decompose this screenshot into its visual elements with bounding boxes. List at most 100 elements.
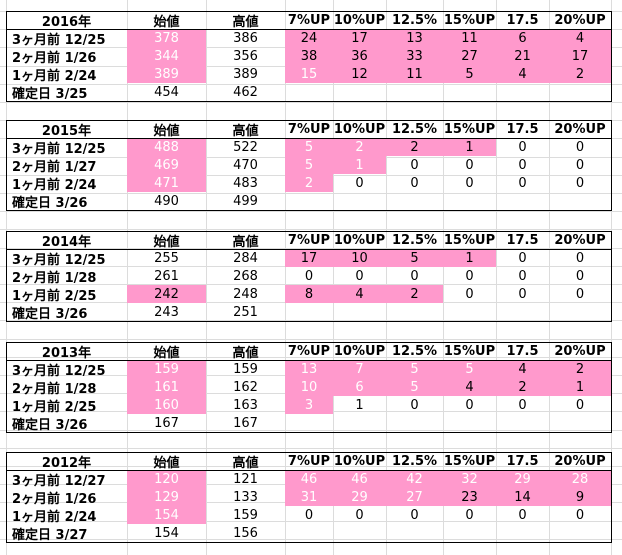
value-cell[interactable]: 0 xyxy=(410,397,419,413)
value-cell[interactable]: 462 xyxy=(233,84,258,100)
value-cell[interactable]: 33 xyxy=(386,47,443,65)
value-cell[interactable]: 129 xyxy=(127,488,206,506)
value-cell[interactable]: 2 xyxy=(549,65,611,83)
value-cell[interactable]: 0 xyxy=(518,268,527,284)
value-cell[interactable] xyxy=(386,83,443,101)
value-cell[interactable]: 0 xyxy=(465,286,474,302)
column-header[interactable]: 20%UP xyxy=(554,453,606,469)
value-cell[interactable]: 27 xyxy=(443,47,496,65)
value-cell[interactable]: 42 xyxy=(386,470,443,488)
value-cell[interactable] xyxy=(496,303,549,321)
value-cell[interactable]: 2 xyxy=(333,138,386,156)
value-cell[interactable]: 389 xyxy=(233,66,258,82)
value-cell[interactable]: 0 xyxy=(575,157,585,173)
value-cell[interactable]: 23 xyxy=(443,488,496,506)
year-label[interactable]: 2014年 xyxy=(41,234,92,250)
value-cell[interactable]: 4 xyxy=(333,285,386,303)
value-cell[interactable]: 471 xyxy=(127,174,206,192)
value-cell[interactable]: 2 xyxy=(549,360,611,378)
value-cell[interactable]: 27 xyxy=(386,488,443,506)
value-cell[interactable]: 28 xyxy=(549,470,611,488)
column-header[interactable]: 10%UP xyxy=(333,12,386,28)
value-cell[interactable]: 0 xyxy=(410,175,419,191)
value-cell[interactable]: 4 xyxy=(496,65,549,83)
value-cell[interactable]: 251 xyxy=(233,304,258,320)
value-cell[interactable]: 0 xyxy=(575,175,585,191)
value-cell[interactable]: 4 xyxy=(549,29,611,47)
column-header[interactable]: 10%UP xyxy=(333,343,386,359)
value-cell[interactable]: 386 xyxy=(233,30,258,46)
value-cell[interactable]: 389 xyxy=(127,65,206,83)
value-cell[interactable]: 10 xyxy=(285,378,333,396)
value-cell[interactable]: 0 xyxy=(355,507,364,523)
value-cell[interactable] xyxy=(386,303,443,321)
column-header[interactable]: 17.5 xyxy=(506,12,539,28)
value-cell[interactable]: 470 xyxy=(233,157,258,173)
value-cell[interactable]: 161 xyxy=(127,378,206,396)
value-cell[interactable]: 120 xyxy=(127,470,206,488)
value-cell[interactable]: 46 xyxy=(333,470,386,488)
column-header[interactable]: 始値 xyxy=(153,345,180,361)
value-cell[interactable]: 46 xyxy=(285,470,333,488)
value-cell[interactable]: 522 xyxy=(233,139,258,155)
column-header[interactable]: 12.5% xyxy=(391,343,438,359)
value-cell[interactable]: 0 xyxy=(304,268,314,284)
column-header[interactable]: 7%UP xyxy=(287,12,331,28)
value-cell[interactable] xyxy=(333,192,386,210)
value-cell[interactable]: 483 xyxy=(233,175,258,191)
row-label[interactable]: 2ヶ月前 1/28 xyxy=(12,381,97,397)
value-cell[interactable]: 160 xyxy=(127,396,206,414)
value-cell[interactable] xyxy=(285,192,333,210)
column-header[interactable]: 17.5 xyxy=(506,453,539,469)
column-header[interactable]: 7%UP xyxy=(287,343,331,359)
value-cell[interactable]: 12 xyxy=(333,65,386,83)
column-header[interactable]: 10%UP xyxy=(333,121,386,137)
value-cell[interactable]: 21 xyxy=(496,47,549,65)
value-cell[interactable]: 0 xyxy=(355,175,364,191)
column-header[interactable]: 高値 xyxy=(232,123,259,139)
column-header[interactable]: 15%UP xyxy=(443,232,496,248)
value-cell[interactable]: 11 xyxy=(386,65,443,83)
value-cell[interactable]: 248 xyxy=(233,286,258,302)
value-cell[interactable]: 5 xyxy=(386,360,443,378)
row-label[interactable]: 3ヶ月前 12/25 xyxy=(12,252,106,268)
column-header[interactable]: 高値 xyxy=(232,345,259,361)
value-cell[interactable]: 36 xyxy=(333,47,386,65)
value-cell[interactable]: 121 xyxy=(233,471,258,487)
value-cell[interactable]: 13 xyxy=(386,29,443,47)
value-cell[interactable]: 490 xyxy=(154,193,179,209)
value-cell[interactable] xyxy=(333,414,386,432)
value-cell[interactable]: 2 xyxy=(496,378,549,396)
value-cell[interactable]: 1 xyxy=(549,378,611,396)
value-cell[interactable]: 0 xyxy=(355,268,364,284)
value-cell[interactable]: 0 xyxy=(518,286,527,302)
row-label[interactable]: 1ヶ月前 2/24 xyxy=(12,68,97,84)
value-cell[interactable]: 2 xyxy=(386,138,443,156)
value-cell[interactable]: 0 xyxy=(575,268,585,284)
value-cell[interactable] xyxy=(386,414,443,432)
value-cell[interactable]: 0 xyxy=(410,268,419,284)
column-header[interactable]: 始値 xyxy=(153,14,180,30)
value-cell[interactable]: 0 xyxy=(465,397,474,413)
column-header[interactable]: 10%UP xyxy=(333,232,386,248)
column-header[interactable]: 10%UP xyxy=(333,453,386,469)
row-label[interactable]: 2ヶ月前 1/26 xyxy=(12,50,97,66)
value-cell[interactable] xyxy=(496,414,549,432)
value-cell[interactable]: 133 xyxy=(233,489,258,505)
row-label[interactable]: 確定日 3/26 xyxy=(12,195,88,211)
value-cell[interactable]: 469 xyxy=(127,156,206,174)
column-header[interactable]: 15%UP xyxy=(443,343,496,359)
column-header[interactable]: 7%UP xyxy=(287,121,331,137)
value-cell[interactable]: 3 xyxy=(285,396,333,414)
row-label[interactable]: 確定日 3/26 xyxy=(12,417,88,433)
value-cell[interactable]: 159 xyxy=(233,507,258,523)
value-cell[interactable]: 0 xyxy=(518,397,527,413)
column-header[interactable]: 12.5% xyxy=(391,453,438,469)
value-cell[interactable] xyxy=(549,192,611,210)
value-cell[interactable]: 4 xyxy=(496,360,549,378)
value-cell[interactable]: 0 xyxy=(410,507,419,523)
row-label[interactable]: 1ヶ月前 2/24 xyxy=(12,509,97,525)
value-cell[interactable]: 0 xyxy=(518,175,527,191)
value-cell[interactable]: 488 xyxy=(127,138,206,156)
